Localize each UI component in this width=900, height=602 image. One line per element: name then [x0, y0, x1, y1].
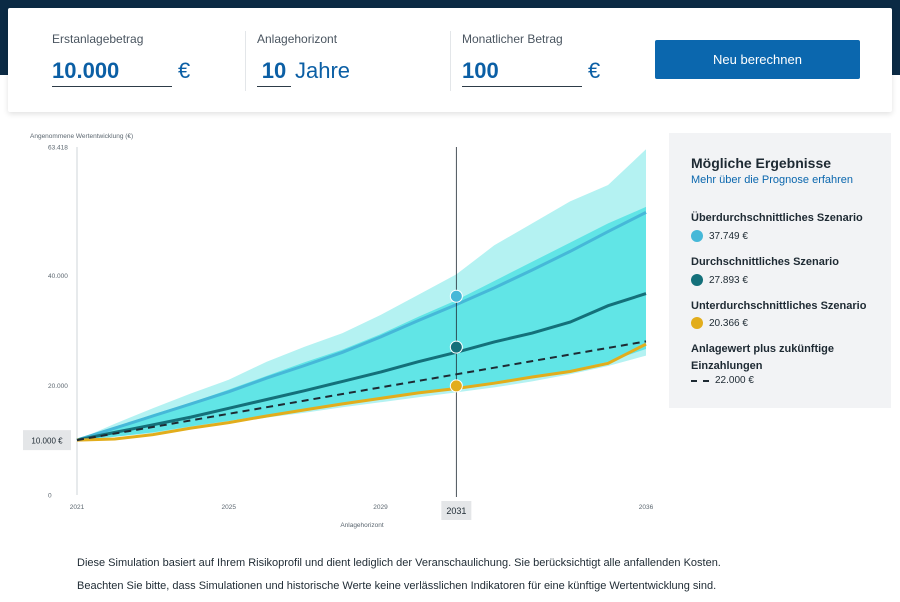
forecast-info-link[interactable]: Mehr über die Prognose erfahren	[691, 174, 854, 186]
recalculate-button[interactable]: Neu berechnen	[655, 40, 860, 79]
horizon-input[interactable]: 10	[257, 57, 291, 87]
projection-chart-svg: Angenommene Wertentwicklung (€) 63.418 40.…	[23, 133, 654, 529]
upper-scenario-marker	[449, 289, 463, 303]
lower-scenario-dot-icon	[691, 317, 703, 329]
x-tick-label: 2036	[639, 504, 654, 511]
y-tick-label: 0	[48, 493, 52, 500]
monthly-input[interactable]: 100	[462, 57, 582, 87]
monthly-label: Monatlicher Betrag	[462, 32, 563, 46]
input-panel: Erstanlagebetrag 10.000 € Anlagehorizont…	[8, 8, 892, 112]
y-tick-label: 20.000	[48, 383, 68, 390]
dashed-line-icon	[691, 380, 709, 382]
x-tick-label: 2029	[373, 504, 388, 511]
monthly-unit: €	[588, 58, 601, 83]
results-legend: Mögliche Ergebnisse Mehr über die Progno…	[669, 133, 891, 408]
legend-deposits-name: Anlagewert plus zukünftige	[691, 343, 835, 355]
year-marker-tag	[441, 501, 472, 520]
horizon-unit: Jahre	[295, 58, 351, 83]
deposits-dashed-line	[76, 340, 647, 442]
x-axis-title: Anlagehorizont	[340, 522, 384, 529]
average-scenario-line	[76, 292, 647, 442]
disclaimer-text: Beachten Sie bitte, dass Simulationen un…	[77, 580, 717, 592]
initial-amount-label: Erstanlagebetrag	[52, 32, 144, 46]
initial-amount-unit: €	[178, 58, 191, 83]
legend-title: Mögliche Ergebnisse	[691, 155, 832, 171]
divider	[450, 31, 451, 91]
start-value-label: 10.000 €	[31, 437, 63, 446]
upper-scenario-line	[76, 211, 647, 442]
y-tick-label: 40.000	[48, 273, 68, 280]
initial-amount-input[interactable]: 10.000	[52, 57, 172, 87]
projection-chart: Angenommene Wertentwicklung (€) 63.418 40.…	[0, 125, 665, 535]
lower-scenario-marker	[449, 379, 463, 393]
average-scenario-marker	[449, 340, 463, 354]
disclaimer-text: Diese Simulation basiert auf Ihrem Risik…	[77, 557, 721, 569]
y-tick-label: 63.418	[48, 145, 68, 152]
upper-scenario-dot-icon	[691, 230, 703, 242]
legend-average-value: 27.893 €	[709, 275, 748, 286]
lower-scenario-line	[76, 342, 647, 442]
y-axis-title: Angenommene Wertentwicklung (€)	[30, 133, 133, 140]
horizon-label: Anlagehorizont	[257, 32, 338, 46]
x-tick-label: 2021	[70, 504, 85, 511]
legend-lower-name: Unterdurchschnittliches Szenario	[691, 300, 867, 312]
year-marker-label: 2031	[446, 506, 466, 516]
average-scenario-dot-icon	[691, 274, 703, 286]
x-tick-label: 2025	[221, 504, 236, 511]
legend-deposits-name-line2: Einzahlungen	[691, 360, 763, 372]
start-value-tag	[23, 430, 71, 451]
legend-deposits-value: 22.000 €	[715, 375, 754, 386]
legend-lower-value: 20.366 €	[709, 318, 748, 329]
divider	[245, 31, 246, 91]
legend-upper-name: Überdurchschnittliches Szenario	[691, 212, 863, 224]
legend-upper-value: 37.749 €	[709, 231, 748, 242]
legend-average-name: Durchschnittliches Szenario	[691, 256, 839, 268]
